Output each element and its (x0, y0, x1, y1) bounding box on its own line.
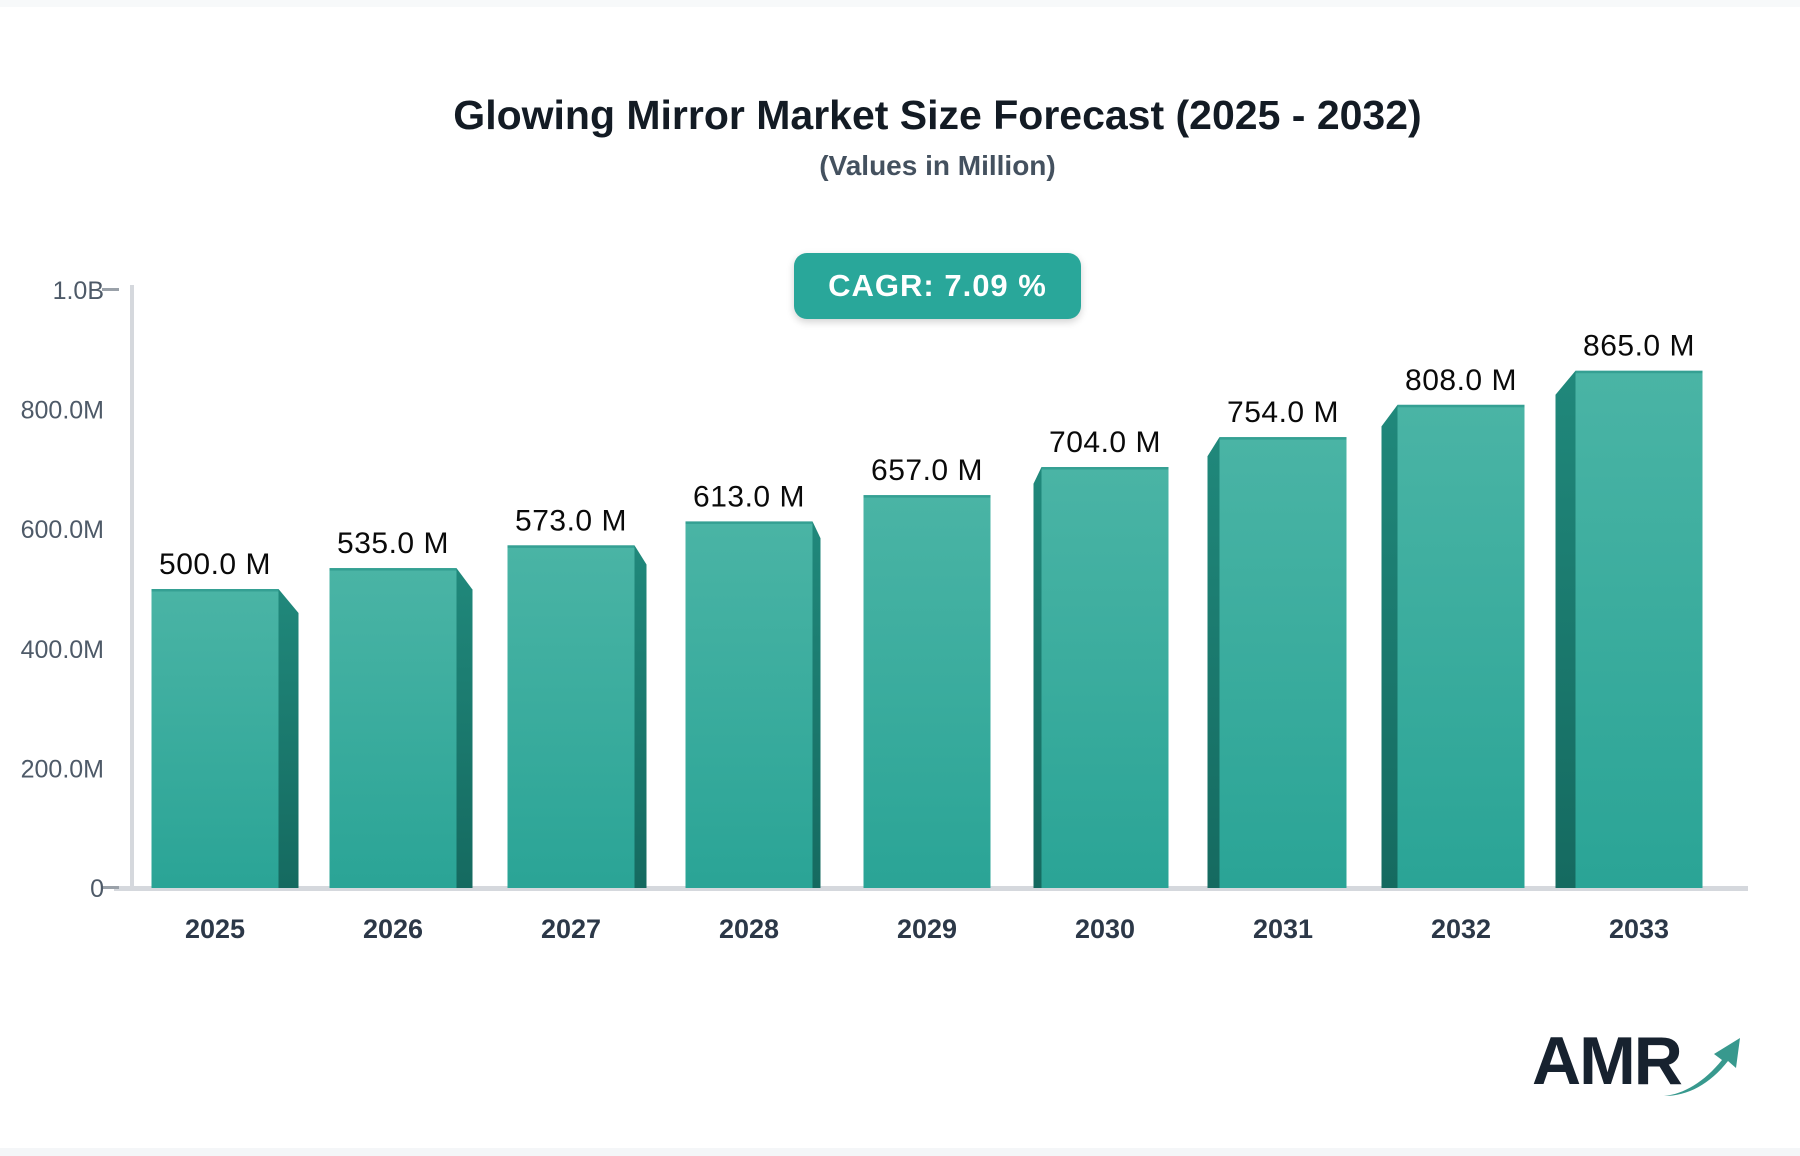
x-tick-label-2027: 2027 (541, 914, 601, 944)
y-axis-tick-mark (102, 886, 119, 889)
x-tick-label-2030: 2030 (1075, 914, 1135, 944)
x-tick-label-2029: 2029 (897, 914, 957, 944)
y-tick-label: 1.0B (53, 277, 104, 305)
bar-side-2027 (634, 545, 647, 888)
bar-value-label-2029: 657.0 M (871, 454, 983, 487)
bar-2028 (685, 521, 813, 888)
x-tick-label-2031: 2031 (1253, 914, 1313, 944)
bar-value-label-2028: 613.0 M (693, 480, 805, 513)
bar-top-edge-2028 (685, 521, 813, 524)
bar-value-label-2026: 535.0 M (337, 527, 449, 560)
bottom-border-band (0, 1148, 1800, 1156)
bar-2029 (863, 495, 991, 888)
amr-logo: AMR (1532, 1023, 1740, 1116)
bar-side-2025 (278, 589, 299, 888)
x-tick-label-2033: 2033 (1609, 914, 1669, 944)
y-tick-label: 400.0M (21, 636, 104, 664)
y-axis-line (130, 285, 134, 888)
bar-2027 (507, 545, 635, 888)
bar-top-edge-2031 (1219, 437, 1347, 440)
y-axis-tick-mark (102, 288, 119, 291)
bar-side-2026 (456, 568, 473, 888)
cagr-badge-wrap: CAGR: 7.09 % (75, 253, 1800, 319)
bar-top-edge-2026 (329, 568, 457, 571)
bar-side-2032 (1381, 404, 1398, 888)
bar-side-2030 (1033, 467, 1042, 888)
bar-2026 (329, 568, 457, 888)
y-tick-label: 0 (90, 875, 104, 903)
bar-top-edge-2027 (507, 545, 635, 548)
bar-top-edge-2029 (863, 495, 991, 498)
bar-value-label-2025: 500.0 M (159, 548, 271, 581)
bar-value-label-2030: 704.0 M (1049, 426, 1161, 459)
chart-subtitle: (Values in Million) (819, 150, 1056, 181)
chart-title: Glowing Mirror Market Size Forecast (202… (453, 92, 1422, 138)
bar-value-label-2032: 808.0 M (1405, 364, 1517, 397)
top-border-band (0, 0, 1800, 7)
y-tick-label: 600.0M (21, 516, 104, 544)
bar-side-2033 (1555, 370, 1576, 889)
bar-side-2028 (812, 521, 821, 888)
bar-top-edge-2025 (151, 589, 279, 592)
y-tick-label: 800.0M (21, 397, 104, 425)
x-tick-label-2028: 2028 (719, 914, 779, 944)
bar-top-edge-2032 (1397, 404, 1525, 408)
amr-logo-text: AMR (1532, 1023, 1683, 1099)
x-tick-label-2025: 2025 (185, 914, 245, 944)
bar-2032 (1397, 404, 1525, 888)
bar-2033 (1575, 370, 1703, 889)
bar-value-label-2027: 573.0 M (515, 504, 627, 537)
y-tick-label: 200.0M (21, 755, 104, 783)
bar-value-label-2033: 865.0 M (1583, 330, 1695, 363)
bar-2031 (1219, 437, 1347, 888)
bar-2025 (151, 589, 279, 888)
cagr-badge: CAGR: 7.09 % (794, 253, 1081, 319)
x-axis-line (114, 886, 1748, 891)
bar-2030 (1041, 467, 1169, 888)
bar-side-2031 (1207, 437, 1220, 888)
x-tick-label-2026: 2026 (363, 914, 423, 944)
bar-top-edge-2033 (1575, 370, 1703, 374)
bar-value-label-2031: 754.0 M (1227, 396, 1339, 429)
x-tick-label-2032: 2032 (1431, 914, 1491, 944)
amr-logo-arrow-icon (1664, 1038, 1740, 1096)
bar-top-edge-2030 (1041, 467, 1169, 470)
